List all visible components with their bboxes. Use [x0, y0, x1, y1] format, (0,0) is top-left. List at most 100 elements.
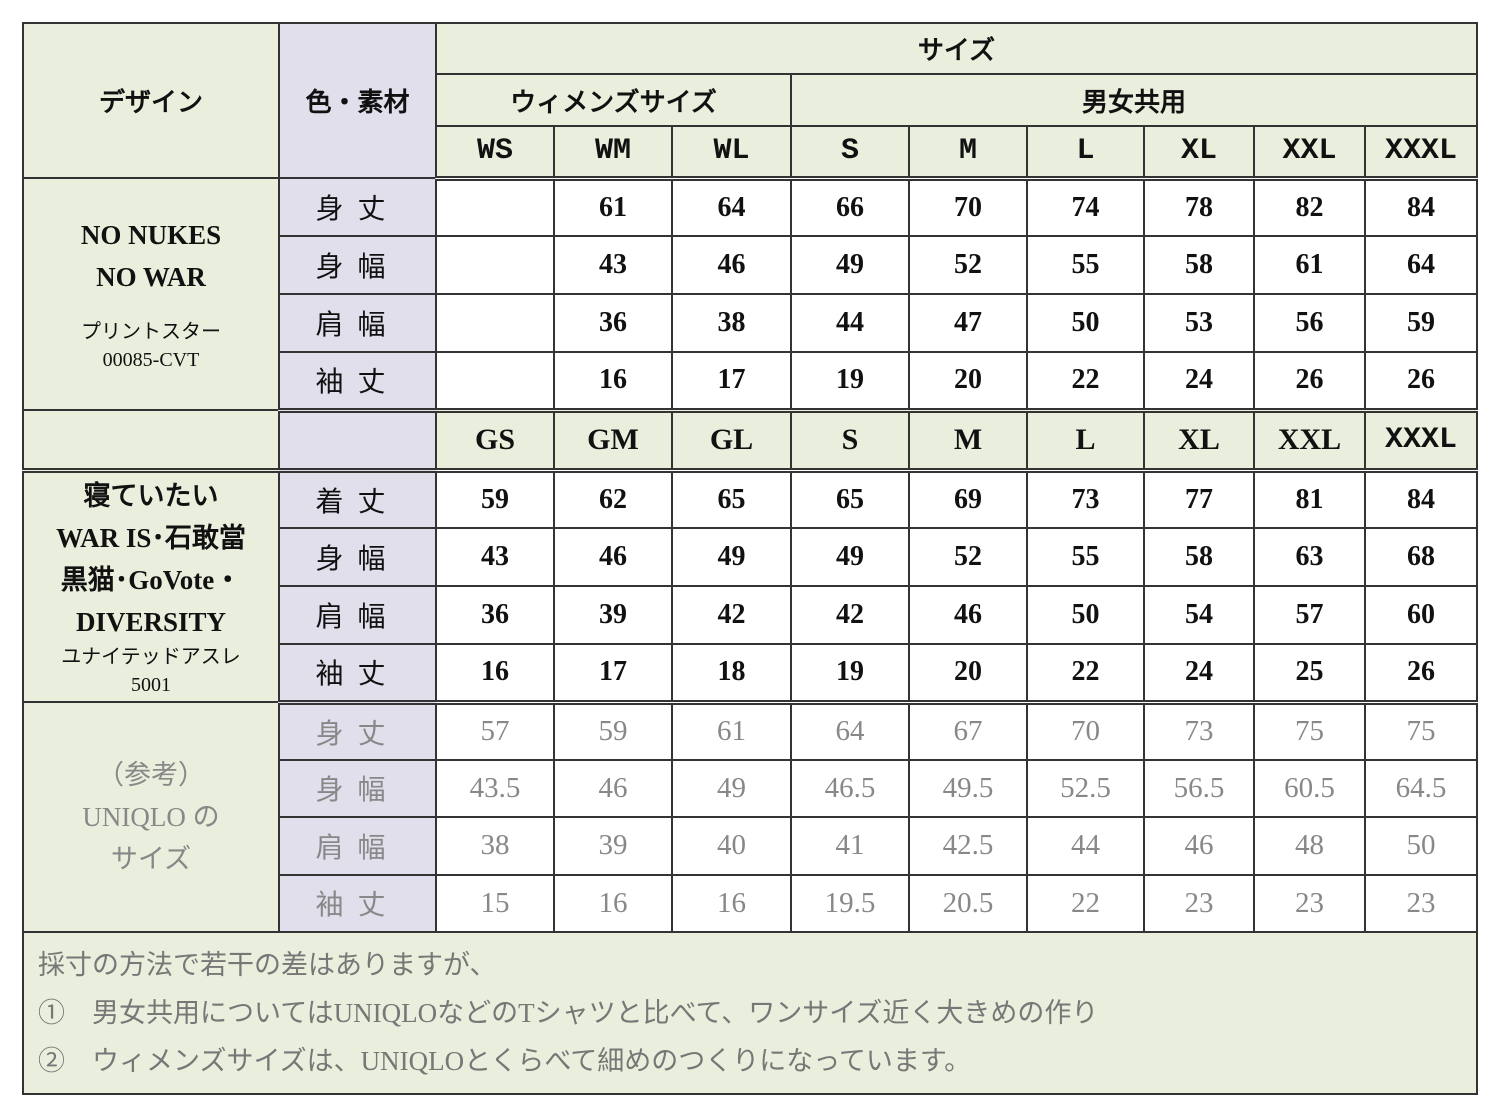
measurement-value — [435, 351, 555, 413]
size-label: S — [790, 125, 910, 181]
measurement-value: 73 — [1143, 701, 1255, 761]
measurement-value: 61 — [1253, 235, 1366, 295]
measurement-value: 64 — [790, 701, 910, 761]
measurement-value: 46 — [553, 758, 673, 818]
measurement-value: 20 — [908, 351, 1028, 413]
section1-design-cell: NO NUKES NO WAR プリントスター 00085-CVT — [22, 177, 280, 411]
measurement-value: 50 — [1026, 293, 1145, 353]
measurement-row: 肩幅 36 38 44 47 50 53 56 59 — [23, 293, 1479, 353]
size-label: XXXL — [1363, 125, 1479, 181]
measurement-value: 17 — [553, 643, 673, 705]
measurement-value: 16 — [671, 873, 792, 933]
measurement-value: 23 — [1253, 873, 1366, 933]
measurement-row: 肩幅 36 39 42 42 46 50 54 57 60 — [23, 585, 1479, 645]
measurement-value: 18 — [671, 643, 792, 705]
design-line: 寝ていたい — [83, 480, 219, 511]
measurement-value: 56.5 — [1143, 758, 1255, 818]
size-chart-table: デザイン 色・素材 サイズ ウィメンズサイズ 男女共用 WS WM WL S M L XL X… — [21, 22, 1479, 1095]
measurement-value: 47 — [908, 293, 1028, 353]
measurement-row: NO NUKES NO WAR プリントスター 00085-CVT 身丈 61 64 66 70… — [22, 177, 1479, 411]
measurement-value: 16 — [435, 643, 555, 705]
measurement-value: 68 — [1363, 527, 1479, 587]
measurement-value: 61 — [553, 177, 673, 237]
measurement-value: 46 — [671, 235, 792, 295]
measurement-value: 50 — [1026, 585, 1145, 645]
measurement-value: 60.5 — [1253, 758, 1366, 818]
measurement-value: 42.5 — [908, 816, 1028, 876]
measurement-value: 62 — [553, 469, 673, 529]
design-line: NO WAR — [96, 262, 206, 292]
maker-name: プリントスター — [81, 321, 221, 343]
measurement-value — [435, 293, 555, 353]
size-labels-row-2: GS GM GL S M L XL XXL XXXL — [22, 409, 1479, 473]
design-name: （参考） UNIQLO のサイズ — [24, 754, 278, 880]
measurement-value — [435, 177, 555, 237]
measurement-value: 50 — [1363, 816, 1479, 876]
design-line: WAR IS･石敢當 — [56, 522, 246, 553]
measurement-value: 60 — [1363, 585, 1479, 645]
measurement-value: 17 — [671, 351, 792, 413]
measurement-value: 44 — [1026, 816, 1145, 876]
measurement-value: 26 — [1363, 351, 1479, 413]
measurement-value: 23 — [1143, 873, 1255, 933]
measurement-value: 46.5 — [790, 758, 910, 818]
measurement-value: 38 — [435, 816, 555, 876]
blank-design-cell — [22, 409, 280, 473]
measurement-row: 袖丈 16 17 18 19 20 22 24 25 26 — [23, 643, 1479, 705]
measurement-row: 寝ていたい WAR IS･石敢當 黒猫･GoVote・ DIVERSITY ユナイテッド… — [22, 469, 1479, 703]
size-labels-row-1: WS WM WL S M L XL XXL XXXL — [23, 125, 1479, 181]
measurement-value: 46 — [1143, 816, 1255, 876]
measurement-value: 75 — [1363, 701, 1479, 761]
measurement-value: 78 — [1143, 177, 1255, 237]
measurement-label: 身幅 — [278, 527, 437, 587]
measurement-value: 57 — [1253, 585, 1366, 645]
measurement-row: 袖丈 16 17 19 20 22 24 26 26 — [23, 351, 1479, 413]
measurement-value: 49 — [790, 527, 910, 587]
measurement-value: 22 — [1026, 873, 1145, 933]
measurement-value: 53 — [1143, 293, 1255, 353]
size-label: WM — [553, 125, 673, 181]
measurement-value: 23 — [1363, 873, 1479, 933]
measurement-value: 48 — [1253, 816, 1366, 876]
measurement-value: 70 — [908, 177, 1028, 237]
measurement-value: 43 — [553, 235, 673, 295]
measurement-value: 58 — [1143, 235, 1255, 295]
measurement-value: 67 — [908, 701, 1028, 761]
measurement-value: 38 — [671, 293, 792, 353]
size-label: GS — [435, 409, 555, 473]
header-design: デザイン — [22, 22, 280, 179]
measurement-value: 46 — [908, 585, 1028, 645]
size-label: GL — [671, 409, 792, 473]
size-label: S — [790, 409, 910, 473]
header-color-material: 色・素材 — [278, 22, 437, 179]
measurement-value: 70 — [1026, 701, 1145, 761]
measurement-value: 74 — [1026, 177, 1145, 237]
size-label: WS — [435, 125, 555, 181]
measurement-value: 39 — [553, 585, 673, 645]
measurement-label: 袖丈 — [278, 351, 437, 413]
size-label: XL — [1143, 125, 1255, 181]
measurement-value: 81 — [1253, 469, 1366, 529]
measurement-value: 84 — [1363, 469, 1479, 529]
measurement-value: 55 — [1026, 235, 1145, 295]
measurement-value: 55 — [1026, 527, 1145, 587]
measurement-value: 49 — [671, 758, 792, 818]
design-line: UNIQLO の — [82, 802, 220, 832]
note-line: 採寸の方法で若干の差はありますが、 — [38, 950, 497, 980]
reference-design-cell: （参考） UNIQLO のサイズ — [22, 701, 280, 933]
measurement-value: 64 — [1363, 235, 1479, 295]
measurement-value: 22 — [1026, 643, 1145, 705]
design-line: 黒猫･GoVote・ — [60, 564, 242, 595]
header-womens: ウィメンズサイズ — [435, 73, 792, 127]
measurement-value: 16 — [553, 351, 673, 413]
design-name: 寝ていたい WAR IS･石敢當 黒猫･GoVote・ DIVERSITY ユナイテッド… — [24, 475, 278, 699]
design-name: NO NUKES NO WAR プリントスター 00085-CVT — [24, 214, 278, 374]
measurement-value: 65 — [671, 469, 792, 529]
measurement-value: 42 — [671, 585, 792, 645]
measurement-value: 24 — [1143, 351, 1255, 413]
measurement-row: 身幅 43 46 49 49 52 55 58 63 68 — [23, 527, 1479, 587]
maker-name: ユナイテッドアスレ — [61, 645, 241, 668]
header-size: サイズ — [434, 22, 1479, 75]
section2-design-cell: 寝ていたい WAR IS･石敢當 黒猫･GoVote・ DIVERSITY ユナイテッド… — [22, 469, 280, 703]
measurement-value: 58 — [1143, 527, 1255, 587]
